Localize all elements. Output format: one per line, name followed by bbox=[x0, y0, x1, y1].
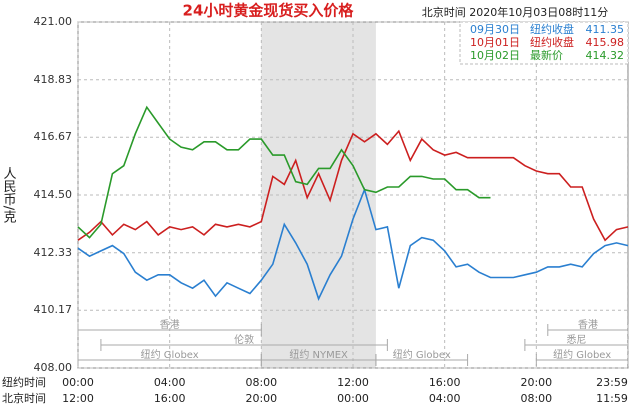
session-bracket bbox=[375, 354, 469, 366]
x-tick-label: 08:00 bbox=[520, 392, 552, 405]
y-axis-label: 人民币/克 bbox=[1, 167, 17, 225]
session-label: 香港 bbox=[160, 319, 180, 331]
subtitle: 北京时间 2020年10月03日08时11分 bbox=[422, 5, 608, 19]
x-tick-label: 00:00 bbox=[337, 392, 369, 405]
x-tick-label: 20:00 bbox=[520, 376, 552, 389]
x-tick-label: 00:00 bbox=[62, 376, 94, 389]
legend-note: 纽约收盘 bbox=[530, 35, 574, 49]
y-tick-label: 412.33 bbox=[34, 246, 73, 259]
x-tick-label: 04:00 bbox=[154, 376, 186, 389]
legend-note: 纽约收盘 bbox=[530, 22, 574, 36]
y-tick-label: 410.17 bbox=[34, 303, 73, 316]
x-row-name: 纽约时间 bbox=[2, 375, 46, 389]
x-tick-label: 23:59 bbox=[596, 376, 628, 389]
session-bracket bbox=[100, 339, 388, 351]
legend-name: 09月30日 bbox=[470, 23, 520, 36]
session-bracket bbox=[77, 324, 262, 336]
y-tick-label: 421.00 bbox=[34, 15, 73, 28]
series-line bbox=[77, 129, 629, 242]
x-row-name: 北京时间 bbox=[2, 391, 46, 405]
y-tick-label: 408.00 bbox=[34, 361, 73, 374]
x-tick-label: 11:59 bbox=[596, 392, 628, 405]
session-bracket bbox=[535, 354, 629, 366]
session-bracket bbox=[524, 339, 629, 351]
x-tick-label: 20:00 bbox=[245, 392, 277, 405]
session-label: 纽约 Globex bbox=[553, 348, 611, 361]
session-label: 悉尼 bbox=[566, 334, 586, 346]
legend-name: 10月01日 bbox=[470, 36, 520, 49]
y-tick-label: 414.50 bbox=[34, 188, 73, 201]
x-tick-label: 16:00 bbox=[429, 376, 461, 389]
series-line bbox=[77, 187, 629, 301]
x-tick-label: 08:00 bbox=[245, 376, 277, 389]
series-line bbox=[77, 105, 491, 239]
session-label: 纽约 NYMEX bbox=[289, 348, 348, 361]
legend-note: 最新价 bbox=[530, 48, 563, 62]
chart-title: 24小时黄金现货买入价格 bbox=[183, 2, 355, 20]
x-tick-label: 04:00 bbox=[429, 392, 461, 405]
y-tick-label: 418.83 bbox=[34, 73, 73, 86]
y-tick-label: 416.67 bbox=[34, 130, 73, 143]
x-tick-label: 12:00 bbox=[62, 392, 94, 405]
legend-value: 414.32 bbox=[586, 49, 625, 62]
legend-value: 411.35 bbox=[586, 23, 625, 36]
session-label: 香港 bbox=[578, 319, 598, 331]
session-label: 纽约 Globex bbox=[393, 348, 451, 361]
session-bracket bbox=[547, 324, 629, 336]
legend-name: 10月02日 bbox=[470, 49, 520, 62]
x-tick-label: 12:00 bbox=[337, 376, 369, 389]
legend-box bbox=[459, 21, 629, 65]
session-label: 伦敦 bbox=[234, 333, 254, 346]
session-label: 纽约 Globex bbox=[141, 348, 199, 361]
legend-value: 415.98 bbox=[586, 36, 625, 49]
x-tick-label: 16:00 bbox=[154, 392, 186, 405]
